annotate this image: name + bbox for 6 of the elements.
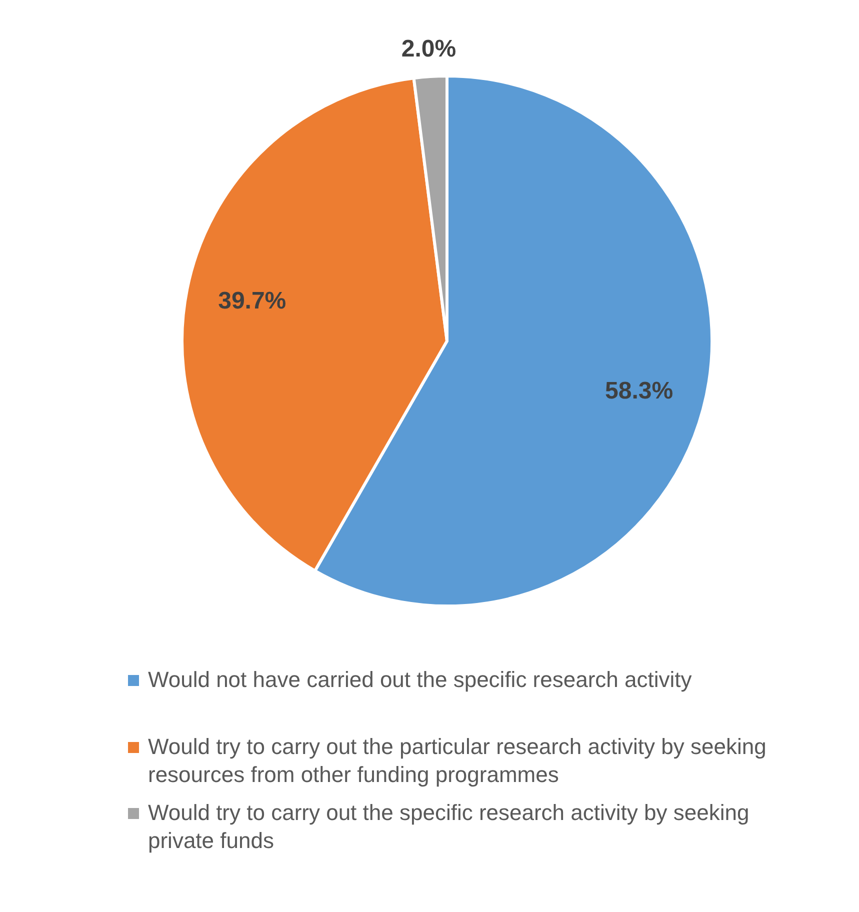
data-label: 58.3% — [605, 378, 674, 405]
legend-label: Would try to carry out the specific research activity by seeking private funds — [148, 800, 750, 853]
legend-label: Would try to carry out the particular research activity by seeking resources from other funding programmes — [148, 734, 766, 787]
data-label: 39.7% — [218, 287, 286, 314]
legend-label: Would not have carried out the specific research activity — [148, 666, 692, 692]
data-label: 2.0% — [401, 35, 456, 62]
